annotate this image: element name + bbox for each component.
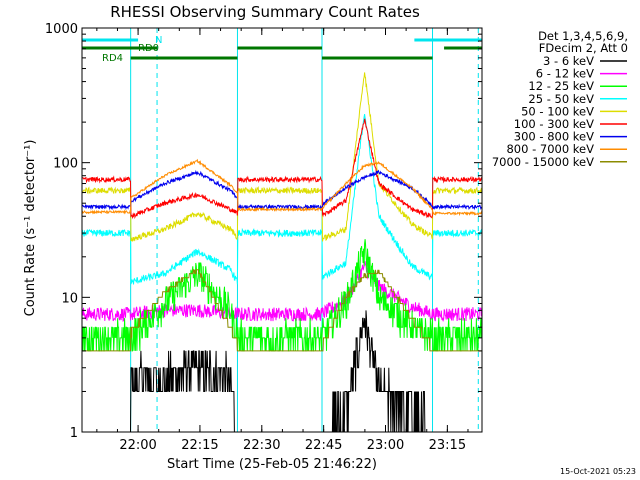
y-tick-label: 1000 xyxy=(45,22,78,37)
series-line-7 xyxy=(82,158,482,217)
legend-entry-label: 25 - 50 keV xyxy=(528,92,594,106)
legend-entry-label: 300 - 800 keV xyxy=(514,130,594,144)
series-line-2 xyxy=(82,239,482,352)
series-line-3 xyxy=(82,114,482,285)
y-tick-label: 1 xyxy=(70,426,78,441)
x-tick-label: 22:15 xyxy=(181,438,218,453)
x-tick-label: 23:15 xyxy=(429,438,466,453)
legend-header-line-1: Det 1,3,4,5,6,9, xyxy=(538,29,628,43)
legend-entry-label: 6 - 12 keV xyxy=(536,67,594,81)
series-line-5 xyxy=(82,118,482,220)
x-tick-label: 22:30 xyxy=(243,438,280,453)
legend-entry-label: 100 - 300 keV xyxy=(514,117,594,131)
series-line-0 xyxy=(82,310,482,432)
x-tick-label: 22:45 xyxy=(305,438,342,453)
legend-entry-label: 7000 - 15000 keV xyxy=(492,155,594,169)
axis-ticks: 22:00 22:15 22:30 22:45 23:00 23:15 1 10 100 1000 xyxy=(45,22,482,453)
legend-entry-label: 50 - 100 keV xyxy=(521,104,594,118)
legend: Det 1,3,4,5,6,9, FDecim 2, Att 0 3 - 6 k… xyxy=(492,29,628,169)
legend-entry-label: 800 - 7000 keV xyxy=(506,142,594,156)
y-tick-label: 10 xyxy=(61,291,78,306)
legend-header-line-2: FDecim 2, Att 0 xyxy=(539,41,628,55)
flag-label-rd4: RD4 xyxy=(102,53,123,64)
chart-title: RHESSI Observing Summary Count Rates xyxy=(110,3,420,21)
generation-timestamp: 15-Oct-2021 05:23 xyxy=(560,467,636,476)
legend-entry-label: 3 - 6 keV xyxy=(543,54,594,68)
y-axis-label: Count Rate (s⁻¹ detector⁻¹) xyxy=(23,140,38,317)
y-tick-label: 100 xyxy=(53,157,78,172)
series-lines xyxy=(82,72,482,432)
x-axis-label: Start Time (25-Feb-05 21:46:22) xyxy=(167,457,377,472)
legend-entry-label: 12 - 25 keV xyxy=(528,79,594,93)
flag-label-rd0: RD0 xyxy=(138,43,159,54)
series-line-4 xyxy=(82,72,482,242)
x-tick-label: 23:00 xyxy=(367,438,404,453)
x-tick-label: 22:00 xyxy=(119,438,156,453)
flag-label-n: N xyxy=(155,35,162,46)
series-line-8 xyxy=(82,269,482,352)
